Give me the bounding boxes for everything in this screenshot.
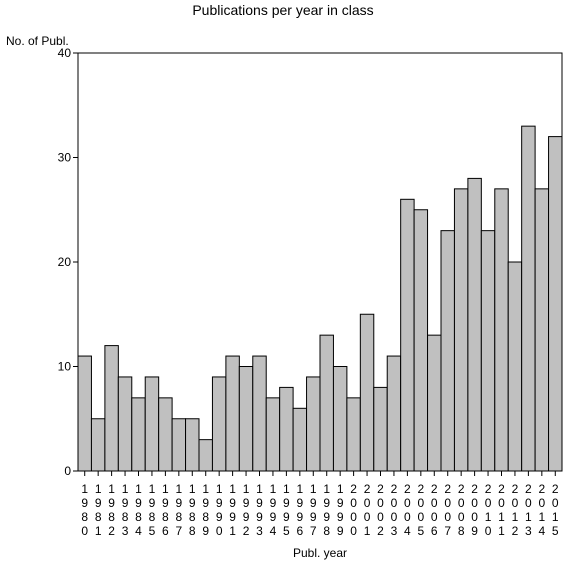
bar-2010 — [480, 230, 496, 472]
bar-2015 — [548, 136, 563, 472]
bar-1984 — [131, 397, 146, 472]
bar-2000 — [346, 397, 361, 472]
bar-1991 — [225, 355, 240, 472]
bar-1980 — [77, 355, 92, 472]
bar-1992 — [238, 366, 254, 472]
y-axis-label: No. of Publ. — [6, 34, 69, 48]
bar-1987 — [171, 418, 187, 472]
y-tick-label: 10 — [58, 360, 72, 374]
bar-2013 — [521, 125, 536, 472]
y-tick-label: 0 — [64, 464, 71, 478]
x-ticks-group: 1 9 8 0 1 9 8 1 1 9 8 2 1 9 8 3 1 9 8 4 1 9 8 5 1 9 8 6 1 9 8 7 1 9 8 8 1 9 8 9… — [81, 471, 559, 538]
bar-2009 — [467, 177, 482, 472]
x-axis-label: Publ. year — [293, 546, 347, 560]
chart-title: Publications per year in class — [192, 2, 373, 18]
bar-1983 — [117, 376, 133, 472]
y-tick-label: 20 — [58, 255, 72, 269]
bar-1997 — [306, 376, 321, 472]
bar-2003 — [386, 355, 402, 472]
bar-1995 — [279, 386, 294, 472]
bar-2012 — [507, 261, 523, 472]
bar-1988 — [185, 418, 200, 472]
bar-1998 — [319, 334, 334, 472]
bar-2002 — [373, 386, 388, 472]
bar-2008 — [453, 188, 469, 472]
bar-2005 — [413, 209, 429, 472]
bar-1993 — [252, 355, 267, 472]
bar-2014 — [534, 188, 550, 472]
bar-1989 — [198, 439, 213, 472]
bar-1990 — [211, 376, 227, 472]
plot-area-frame — [77, 52, 563, 472]
y-tick-label: 30 — [58, 151, 72, 165]
bar-1996 — [292, 407, 308, 472]
bars-group — [77, 125, 563, 472]
bar-2004 — [400, 198, 415, 472]
bar-2001 — [359, 313, 375, 472]
bar-1986 — [158, 397, 173, 472]
bar-1981 — [90, 418, 106, 472]
bar-2006 — [427, 334, 442, 472]
bar-2007 — [440, 230, 455, 472]
y-tick-label: 40 — [58, 46, 72, 60]
bar-1985 — [144, 376, 160, 472]
bar-1999 — [332, 366, 348, 472]
bar-1994 — [265, 397, 281, 472]
y-ticks-group: 0 10 20 30 40 — [58, 46, 78, 478]
bar-1982 — [104, 345, 119, 472]
bar-2011 — [494, 188, 509, 472]
